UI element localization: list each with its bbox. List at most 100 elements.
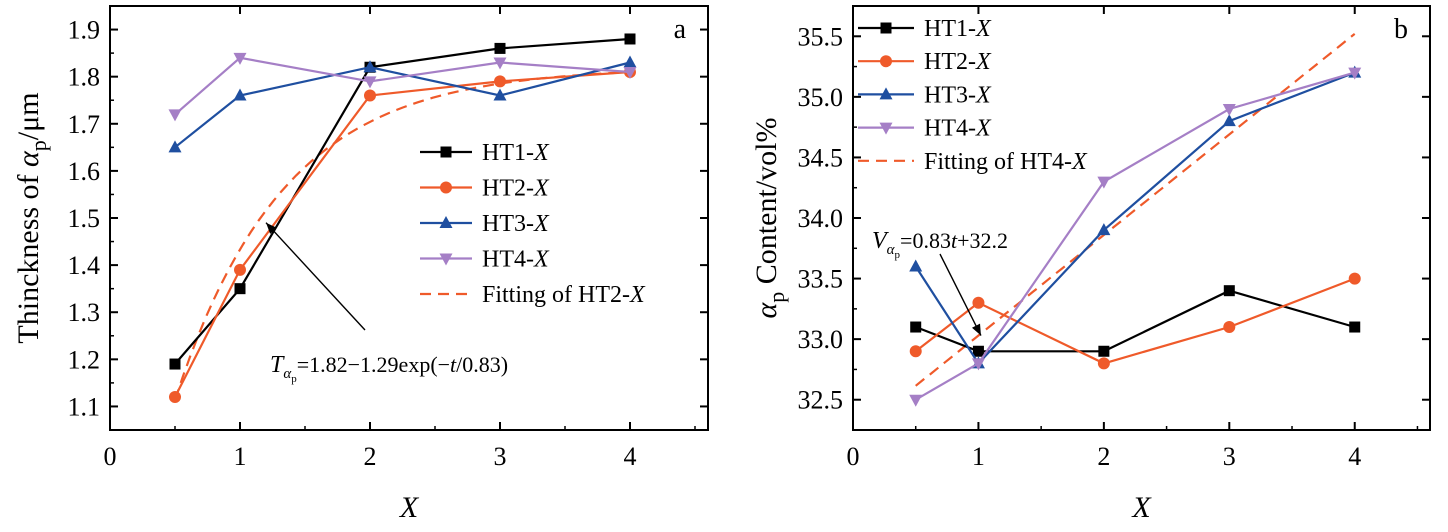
data-point-ht4 <box>1348 67 1362 80</box>
data-point-ht3 <box>623 55 637 68</box>
data-point-ht2 <box>1223 321 1236 334</box>
data-point-ht2 <box>494 75 506 88</box>
data-point-ht1 <box>169 358 181 370</box>
data-point-ht2 <box>1097 357 1110 370</box>
y-tick-label: 1.8 <box>68 63 101 92</box>
y-tick-label: 35.5 <box>798 22 844 51</box>
x-tick-label: 3 <box>494 442 507 471</box>
y-tick-label: 1.6 <box>68 157 101 186</box>
legend-label-ht2: HT2-X <box>924 49 992 75</box>
data-point-ht4 <box>971 358 985 371</box>
series-line-ht1 <box>174 37 631 365</box>
y-axis-label: αp Content/vol% <box>750 118 789 319</box>
data-point-ht3 <box>909 259 923 272</box>
legend-label-text: HT4- <box>924 116 976 142</box>
legend-label-text: Fitting of HT4- <box>924 149 1072 175</box>
data-point-ht2 <box>364 89 376 102</box>
data-point-ht4 <box>623 66 637 79</box>
data-point-ht1 <box>624 33 636 45</box>
data-point-ht2 <box>234 263 246 276</box>
legend-label-fit: Fitting of HT4-X <box>924 149 1088 175</box>
annotation-arrow <box>265 222 366 331</box>
legend-marker-ht4 <box>879 122 893 135</box>
legend-marker-ht1 <box>440 146 452 158</box>
equation-text-end: +32.2 <box>957 228 1008 253</box>
panel-label: b <box>1394 14 1408 45</box>
data-point-ht3 <box>1097 223 1111 236</box>
fit-curve <box>173 71 631 401</box>
legend-label-ht4: HT4-X <box>924 116 992 142</box>
legend-label-ht2: HT2-X <box>482 176 550 202</box>
y-axis-label: Thinckness of αp/μm <box>12 92 51 343</box>
legend-label-text: HT3- <box>924 82 976 108</box>
y-axis-label-prefix: Thinckness of <box>12 167 45 344</box>
y-axis-label-subscript: p <box>764 292 789 303</box>
fit-equation: Tαp=1.82−1.29exp(−t/0.83) <box>270 352 508 385</box>
data-point-ht1 <box>234 283 246 295</box>
legend-label-italic: X <box>975 82 992 108</box>
data-point-ht2 <box>169 391 181 404</box>
y-axis-label-subscript: p <box>26 140 51 151</box>
equation-text: =1.82−1.29exp(− <box>297 352 450 377</box>
y-tick-label: 1.9 <box>68 16 101 45</box>
annotation-arrow <box>939 253 982 336</box>
y-tick-label: 1.3 <box>68 298 101 327</box>
legend-label-ht1: HT1-X <box>482 140 550 166</box>
data-point-ht4 <box>168 109 182 122</box>
y-tick-label: 1.7 <box>68 110 101 139</box>
data-point-ht3 <box>168 140 182 153</box>
legend-marker-ht3 <box>879 87 893 100</box>
y-tick-label: 34.0 <box>798 204 844 233</box>
equation-subscript: α <box>887 242 896 258</box>
legend-label-italic: X <box>975 49 992 75</box>
legend-label-italic: X <box>533 176 550 202</box>
data-point-ht2 <box>972 296 985 309</box>
x-axis-label: X <box>399 491 420 524</box>
fit-equation: Vαp=0.83t+32.2 <box>872 228 1008 261</box>
data-point-ht2 <box>1348 272 1361 285</box>
y-axis-label-suffix: Content/vol% <box>750 118 783 292</box>
legend-marker-ht2 <box>440 181 452 194</box>
y-tick-label: 35.0 <box>798 83 844 112</box>
legend-label-text: HT2- <box>482 176 534 202</box>
data-point-ht3 <box>233 88 247 101</box>
equation-variable: T <box>270 352 285 378</box>
x-tick-label: 2 <box>1097 442 1110 471</box>
y-axis-label-suffix: /μm <box>12 92 45 140</box>
legend-label-italic: X <box>629 282 646 308</box>
legend-label-text: HT4- <box>482 247 534 273</box>
legend-label-italic: X <box>533 247 550 273</box>
data-point-ht4 <box>363 76 377 89</box>
data-point-ht1 <box>1349 321 1361 333</box>
y-tick-label: 1.5 <box>68 204 101 233</box>
equation-time-variable: t <box>450 352 457 377</box>
data-point-ht4 <box>1222 103 1236 116</box>
y-tick-label: 33.0 <box>798 325 844 354</box>
y-tick-label: 34.5 <box>798 143 844 172</box>
equation-time-variable: t <box>951 228 958 253</box>
legend-label-italic: X <box>533 140 550 166</box>
x-tick-label: 1 <box>234 442 247 471</box>
x-axis-label: X <box>1131 491 1152 524</box>
legend-label-text: HT3- <box>482 211 534 237</box>
x-tick-label: 3 <box>1223 442 1236 471</box>
chart-panel-a: 0 1 2 3 41.11.21.31.41.51.61.71.81.9HT1-XHT2… <box>12 5 709 524</box>
legend-marker-ht4 <box>439 253 453 266</box>
y-axis-label-symbol: α <box>12 150 45 167</box>
y-tick-label: 32.5 <box>798 386 844 415</box>
x-tick-label: 4 <box>624 442 637 471</box>
x-tick-label: 0 <box>104 442 117 471</box>
panel-label: a <box>674 14 687 45</box>
data-point-ht4 <box>909 394 923 407</box>
chart-panel-b: 0 1 2 3 432.533.033.534.034.535.035.5 HT1-XHT… <box>750 5 1431 524</box>
legend-label-italic: X <box>975 116 992 142</box>
legend-label-text: Fitting of HT2- <box>482 282 630 308</box>
data-point-ht1 <box>972 345 984 357</box>
y-tick-label: 1.4 <box>68 251 101 280</box>
legend-marker-ht2 <box>880 55 892 68</box>
equation-text-end: /0.83) <box>456 352 508 377</box>
legend-label-ht4: HT4-X <box>482 247 550 273</box>
legend-label-fit: Fitting of HT2-X <box>482 282 646 308</box>
legend-label-ht3: HT3-X <box>924 82 992 108</box>
